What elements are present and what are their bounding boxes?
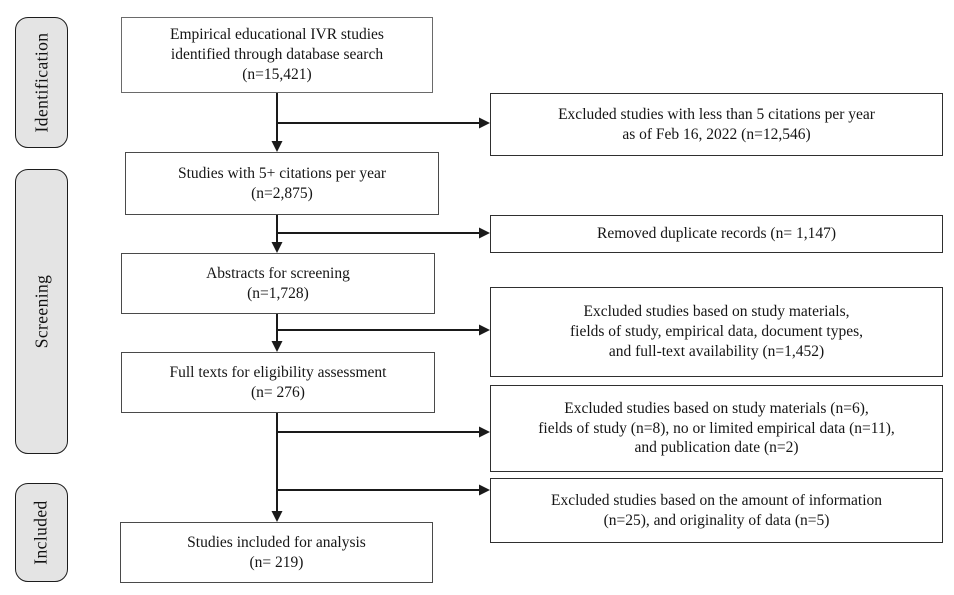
- exclusion-box-eligibility-text: Excluded studies based on study material…: [538, 399, 895, 457]
- exclusion-box-citations-text: Excluded studies with less than 5 citati…: [558, 105, 875, 143]
- flow-box-citations-filtered-text: Studies with 5+ citations per year (n=2,…: [177, 164, 387, 202]
- arrow-down-citations-to-abstracts: [271, 215, 283, 253]
- stage-label-included: Included: [15, 483, 68, 582]
- arrow-down-fulltexts-to-included: [271, 413, 283, 522]
- stage-label-identification: Identification: [15, 17, 68, 148]
- flow-box-abstracts-screening: Abstracts for screening (n=1,728): [121, 253, 435, 314]
- flow-box-abstracts-screening-text: Abstracts for screening (n=1,728): [206, 264, 350, 302]
- flow-box-included-analysis: Studies included for analysis (n= 219): [120, 522, 433, 583]
- stage-label-identification-text: Identification: [31, 32, 51, 133]
- flow-box-fulltext-eligibility: Full texts for eligibility assessment (n…: [121, 352, 435, 413]
- exclusion-box-information: Excluded studies based on the amount of …: [490, 478, 943, 543]
- exclusion-box-duplicates-text: Removed duplicate records (n= 1,147): [596, 225, 837, 243]
- stage-label-screening-text: Screening: [31, 274, 52, 349]
- arrow-down-identified-to-citations: [271, 93, 283, 152]
- arrow-right-to-excluded-information: [277, 484, 490, 496]
- arrow-right-to-excluded-eligibility: [277, 426, 490, 438]
- flow-box-fulltext-eligibility-text: Full texts for eligibility assessment (n…: [169, 363, 387, 401]
- arrow-down-abstracts-to-fulltexts: [271, 314, 283, 352]
- exclusion-box-screening: Excluded studies based on study material…: [490, 287, 943, 377]
- exclusion-box-screening-text: Excluded studies based on study material…: [570, 303, 863, 360]
- stage-label-included-text: Included: [31, 500, 51, 565]
- flow-box-identified-studies: Empirical educational IVR studies identi…: [121, 17, 433, 93]
- arrow-right-to-excluded-citations: [277, 117, 490, 129]
- flow-box-included-analysis-text: Studies included for analysis (n= 219): [187, 533, 366, 571]
- exclusion-box-duplicates: Removed duplicate records (n= 1,147): [490, 215, 943, 253]
- flow-box-identified-studies-text: Empirical educational IVR studies identi…: [170, 26, 384, 83]
- arrow-right-to-duplicates: [277, 227, 490, 239]
- exclusion-box-eligibility: Excluded studies based on study material…: [490, 385, 943, 472]
- flow-box-citations-filtered: Studies with 5+ citations per year (n=2,…: [125, 152, 439, 215]
- exclusion-box-citations: Excluded studies with less than 5 citati…: [490, 93, 943, 156]
- exclusion-box-information-text: Excluded studies based on the amount of …: [550, 491, 883, 529]
- arrow-right-to-excluded-screening: [277, 324, 490, 336]
- stage-label-screening: Screening: [15, 169, 68, 454]
